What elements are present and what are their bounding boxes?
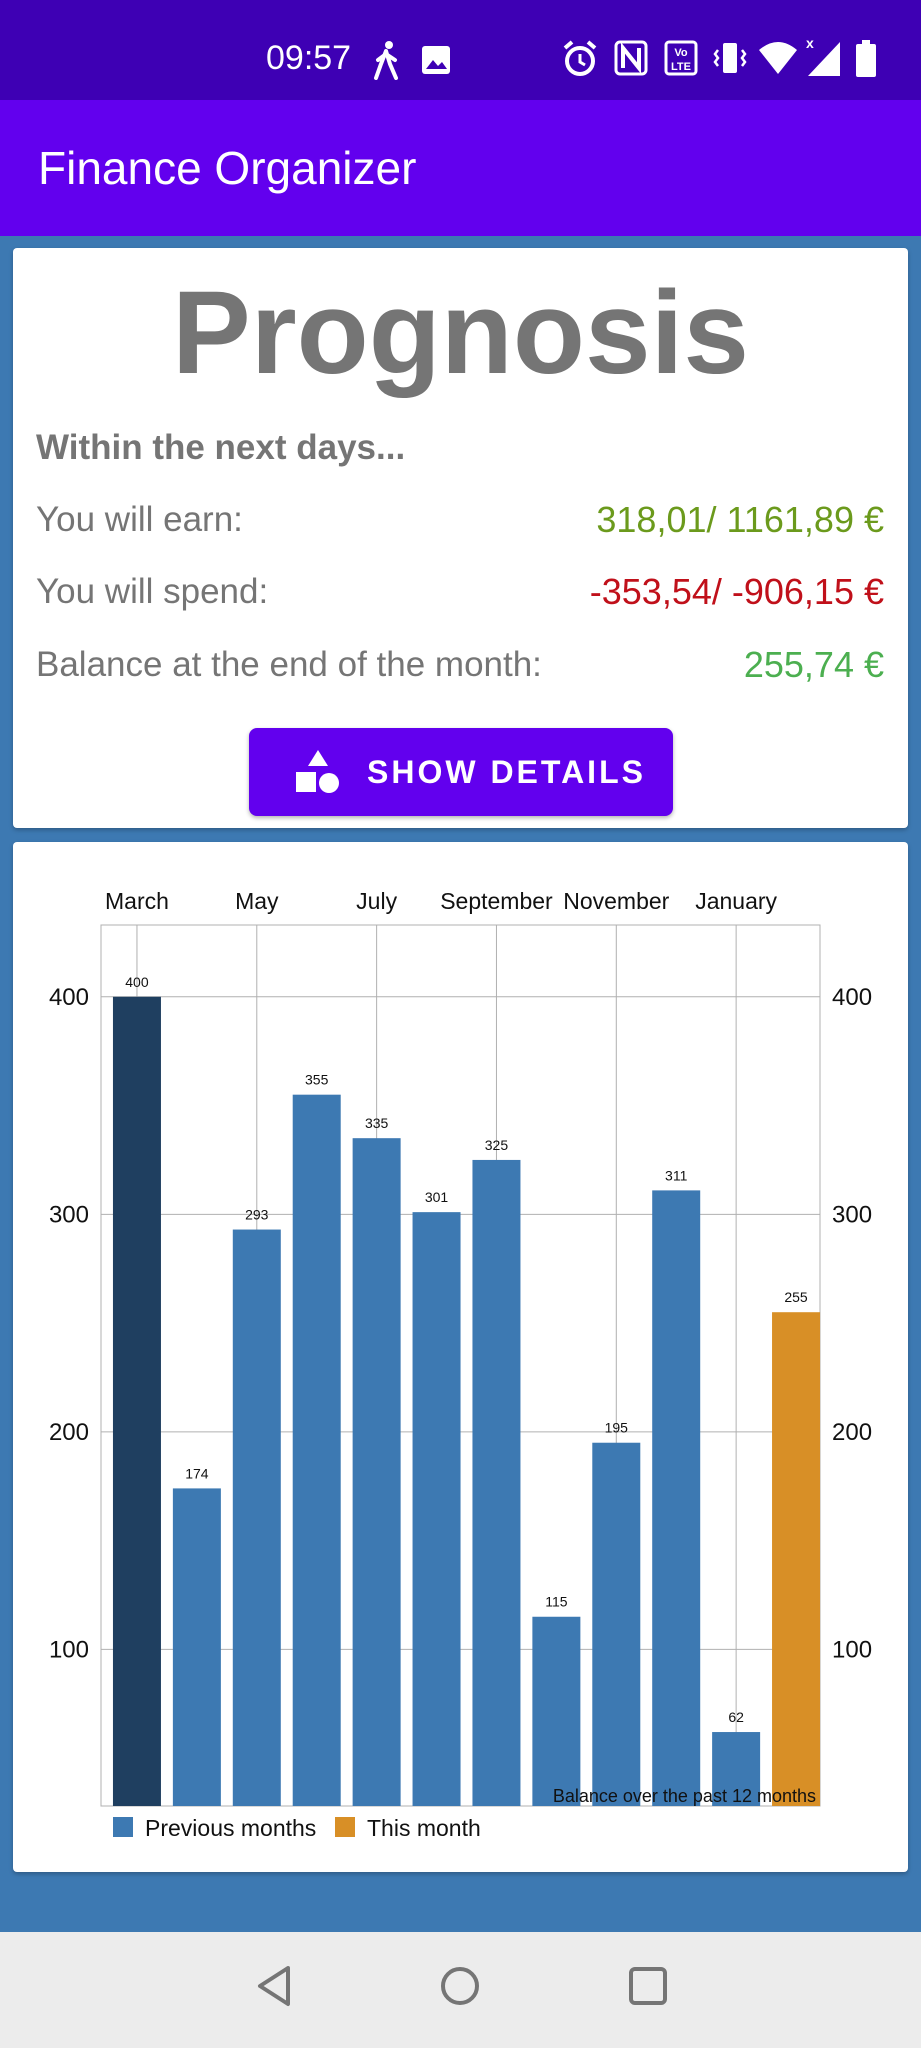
y-tick-label-right: 300	[832, 1201, 872, 1228]
prognosis-card: Prognosis Within the next days... You wi…	[13, 248, 908, 828]
signal-icon: x	[806, 36, 840, 76]
x-axis-label-top: July	[356, 888, 397, 914]
legend-label: This month	[367, 1815, 481, 1841]
bar	[712, 1732, 761, 1806]
status-time: 09:57	[266, 39, 352, 77]
spend-label: You will spend:	[36, 572, 269, 611]
y-tick-label-right: 100	[832, 1636, 872, 1663]
bar-value-label: 311	[665, 1167, 688, 1183]
bar	[412, 1212, 461, 1806]
legend-swatch	[113, 1817, 133, 1837]
prognosis-title: Prognosis	[172, 267, 749, 399]
bar	[652, 1190, 701, 1806]
bar-value-label: 301	[425, 1189, 449, 1205]
earn-label: You will earn:	[36, 500, 243, 539]
bar	[292, 1094, 341, 1806]
bar-value-label: 255	[784, 1289, 808, 1305]
x-axis-label-top: March	[105, 888, 169, 914]
bar	[352, 1138, 401, 1806]
chart-description: Balance over the past 12 months	[553, 1786, 816, 1806]
image-icon	[422, 46, 450, 74]
svg-text:x: x	[806, 36, 814, 51]
bar-value-label: 174	[185, 1465, 209, 1481]
svg-text:Vo: Vo	[674, 47, 688, 59]
walking-icon	[374, 41, 398, 80]
shapes-icon	[296, 750, 339, 793]
alarm-icon	[563, 40, 597, 76]
x-axis-label-top: November	[563, 888, 669, 914]
legend-swatch	[335, 1817, 355, 1837]
app-title: Finance Organizer	[38, 142, 417, 194]
bar-value-label: 115	[545, 1594, 568, 1610]
bar-value-label: 400	[125, 974, 149, 990]
spend-value: -353,54/ -906,15 €	[589, 571, 884, 612]
status-bar: 09:57 Vo LTE x	[0, 0, 921, 100]
show-details-button[interactable]: SHOW DETAILS	[249, 728, 673, 816]
balance-bar-chart: 100 100 200 200 300 300 400 400 March May July Sept…	[49, 888, 872, 1841]
earn-value: 318,01/ 1161,89 €	[596, 499, 884, 540]
balance-value: 255,74 €	[743, 644, 884, 685]
navigation-bar	[0, 1932, 921, 2048]
bar	[112, 996, 161, 1806]
show-details-label: SHOW DETAILS	[367, 754, 646, 790]
bar-value-label: 335	[365, 1115, 389, 1131]
y-tick-label-left: 400	[49, 984, 89, 1011]
x-axis-label-top: January	[695, 888, 777, 914]
bar-value-label: 62	[728, 1709, 744, 1725]
y-tick-label-left: 300	[49, 1201, 89, 1228]
app-bar: Finance Organizer	[0, 100, 921, 236]
bar-value-label: 195	[605, 1420, 629, 1436]
balance-label: Balance at the end of the month:	[36, 645, 542, 684]
bar-value-label: 325	[485, 1137, 509, 1153]
bar	[232, 1229, 281, 1806]
y-tick-label-left: 200	[49, 1419, 89, 1446]
bar	[592, 1442, 641, 1806]
y-tick-label-right: 200	[832, 1419, 872, 1446]
back-icon[interactable]	[254, 1964, 294, 2008]
y-tick-label-right: 400	[832, 984, 872, 1011]
legend-label: Previous months	[145, 1815, 316, 1841]
chart-card: 100 100 200 200 300 300 400 400 March May July Sept…	[13, 842, 908, 1872]
volte-icon: Vo LTE	[664, 40, 698, 76]
home-icon[interactable]	[438, 1964, 482, 2008]
bar-value-label: 355	[305, 1072, 329, 1088]
nfc-icon	[614, 40, 648, 76]
bar	[772, 1312, 821, 1806]
bar-value-label: 293	[245, 1207, 269, 1223]
y-tick-label-left: 100	[49, 1636, 89, 1663]
prognosis-subtitle: Within the next days...	[36, 428, 406, 467]
vibrate-icon	[713, 43, 747, 73]
wifi-icon	[759, 42, 797, 74]
svg-text:LTE: LTE	[671, 61, 691, 73]
bar	[532, 1616, 581, 1806]
x-axis-label-top: May	[235, 888, 279, 914]
x-axis-label-top: September	[440, 888, 553, 914]
battery-icon	[856, 40, 876, 77]
bar	[172, 1488, 221, 1806]
recents-icon[interactable]	[626, 1964, 670, 2008]
bar	[472, 1159, 521, 1806]
